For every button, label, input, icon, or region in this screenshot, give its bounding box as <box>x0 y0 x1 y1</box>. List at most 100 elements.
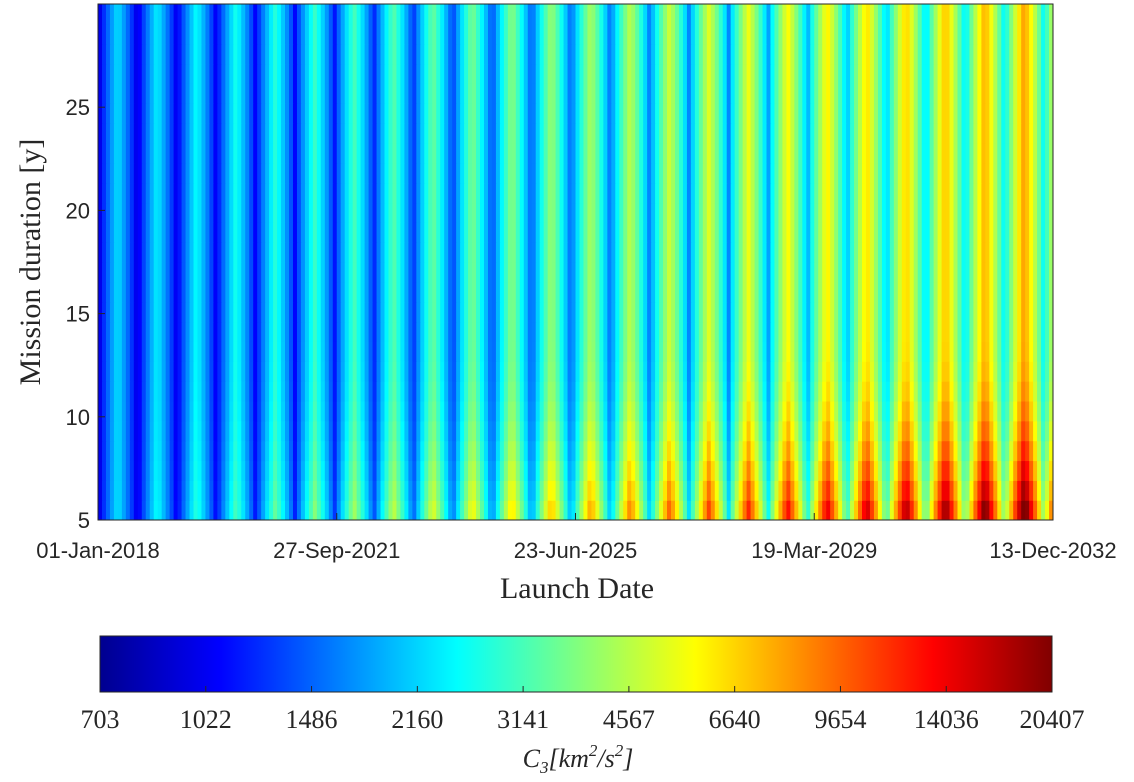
heatmap-cell <box>145 222 151 243</box>
heatmap-cell <box>400 341 405 362</box>
heatmap-cell <box>527 400 533 422</box>
heatmap-cell <box>674 242 680 263</box>
heatmap-cell <box>491 142 497 164</box>
heatmap-cell <box>535 103 541 124</box>
heatmap-cell <box>448 440 453 462</box>
heatmap-cell <box>571 440 577 462</box>
heatmap-cell <box>834 400 839 422</box>
heatmap-cell <box>698 123 704 144</box>
heatmap-cell <box>452 480 457 501</box>
heatmap-cell <box>229 103 234 124</box>
heatmap-cell <box>873 262 879 283</box>
heatmap-cell <box>133 361 139 382</box>
heatmap-cell <box>424 400 429 422</box>
heatmap-cell <box>1049 381 1053 402</box>
heatmap-cell <box>161 162 167 184</box>
heatmap-cell <box>1021 123 1026 144</box>
heatmap-cell <box>153 381 159 402</box>
heatmap-cell <box>328 460 334 481</box>
heatmap-cell <box>364 341 370 362</box>
heatmap-cell <box>364 202 370 223</box>
heatmap-cell <box>285 500 290 520</box>
heatmap-cell <box>913 281 919 303</box>
heatmap-cell <box>432 400 437 422</box>
heatmap-cell <box>213 460 218 481</box>
heatmap-cell <box>324 460 330 481</box>
heatmap-cell <box>862 123 867 144</box>
heatmap-cell <box>292 440 298 462</box>
heatmap-cell <box>734 222 740 243</box>
heatmap-cell <box>213 103 218 124</box>
heatmap-cell <box>834 440 839 462</box>
heatmap-cell <box>842 242 847 263</box>
heatmap-cell <box>647 301 652 323</box>
heatmap-cell <box>340 381 346 402</box>
heatmap-cell <box>778 381 784 402</box>
heatmap-cell <box>937 381 943 402</box>
heatmap-cell <box>316 123 322 144</box>
heatmap-cell <box>1021 162 1026 184</box>
heatmap-cell <box>217 242 222 263</box>
heatmap-cell <box>185 162 191 184</box>
heatmap-cell <box>897 440 903 462</box>
heatmap-cell <box>973 341 978 362</box>
heatmap-cell <box>869 460 875 481</box>
heatmap-cell <box>368 321 374 342</box>
heatmap-cell <box>233 103 238 124</box>
heatmap-cell <box>480 420 485 442</box>
heatmap-cell <box>981 480 986 501</box>
heatmap-cell <box>806 262 811 283</box>
heatmap-cell <box>726 242 732 263</box>
heatmap-cell <box>261 262 266 283</box>
heatmap-cell <box>448 162 453 184</box>
heatmap-cell <box>145 301 151 323</box>
heatmap-cell <box>364 381 370 402</box>
heatmap-cell <box>277 480 282 501</box>
heatmap-cell <box>611 142 616 164</box>
heatmap-cell <box>241 222 246 243</box>
heatmap-cell <box>499 381 505 402</box>
heatmap-cell <box>718 123 724 144</box>
heatmap-cell <box>261 162 266 184</box>
heatmap-cell <box>304 500 310 520</box>
heatmap-cell <box>225 142 230 164</box>
heatmap-cell <box>810 480 815 501</box>
heatmap-cell <box>734 341 740 362</box>
heatmap-cell <box>189 182 195 204</box>
heatmap-cell <box>794 500 799 520</box>
heatmap-cell <box>627 420 632 442</box>
heatmap-cell <box>726 500 732 520</box>
heatmap-cell <box>873 103 879 124</box>
heatmap-cell <box>173 222 179 243</box>
heatmap-cell <box>233 281 238 303</box>
heatmap-cell <box>444 182 449 204</box>
heatmap-cell <box>336 361 342 382</box>
heatmap-cell <box>619 321 624 342</box>
heatmap-cell <box>957 500 963 520</box>
heatmap-cell <box>432 242 437 263</box>
heatmap-cell <box>659 321 664 342</box>
heatmap-cell <box>758 242 764 263</box>
heatmap-cell <box>671 361 676 382</box>
heatmap-cell <box>332 460 338 481</box>
heatmap-cell <box>269 262 274 283</box>
heatmap-cell <box>480 301 485 323</box>
heatmap-cell <box>472 400 477 422</box>
heatmap-cell <box>173 341 179 362</box>
heatmap-cell <box>862 222 867 243</box>
heatmap-cell <box>173 162 179 184</box>
heatmap-cell <box>794 460 799 481</box>
heatmap-cell <box>109 381 115 402</box>
heatmap-cell <box>273 182 278 204</box>
heatmap-cell <box>714 242 720 263</box>
heatmap-cell <box>830 480 835 501</box>
heatmap-cell <box>961 162 967 184</box>
heatmap-cell <box>416 142 421 164</box>
heatmap-cell <box>273 142 278 164</box>
heatmap-cell <box>515 301 521 323</box>
heatmap-cell <box>599 480 604 501</box>
heatmap-cell <box>193 142 199 164</box>
heatmap-cell <box>217 262 222 283</box>
heatmap-cell <box>1005 142 1010 164</box>
heatmap-cell <box>185 321 191 342</box>
